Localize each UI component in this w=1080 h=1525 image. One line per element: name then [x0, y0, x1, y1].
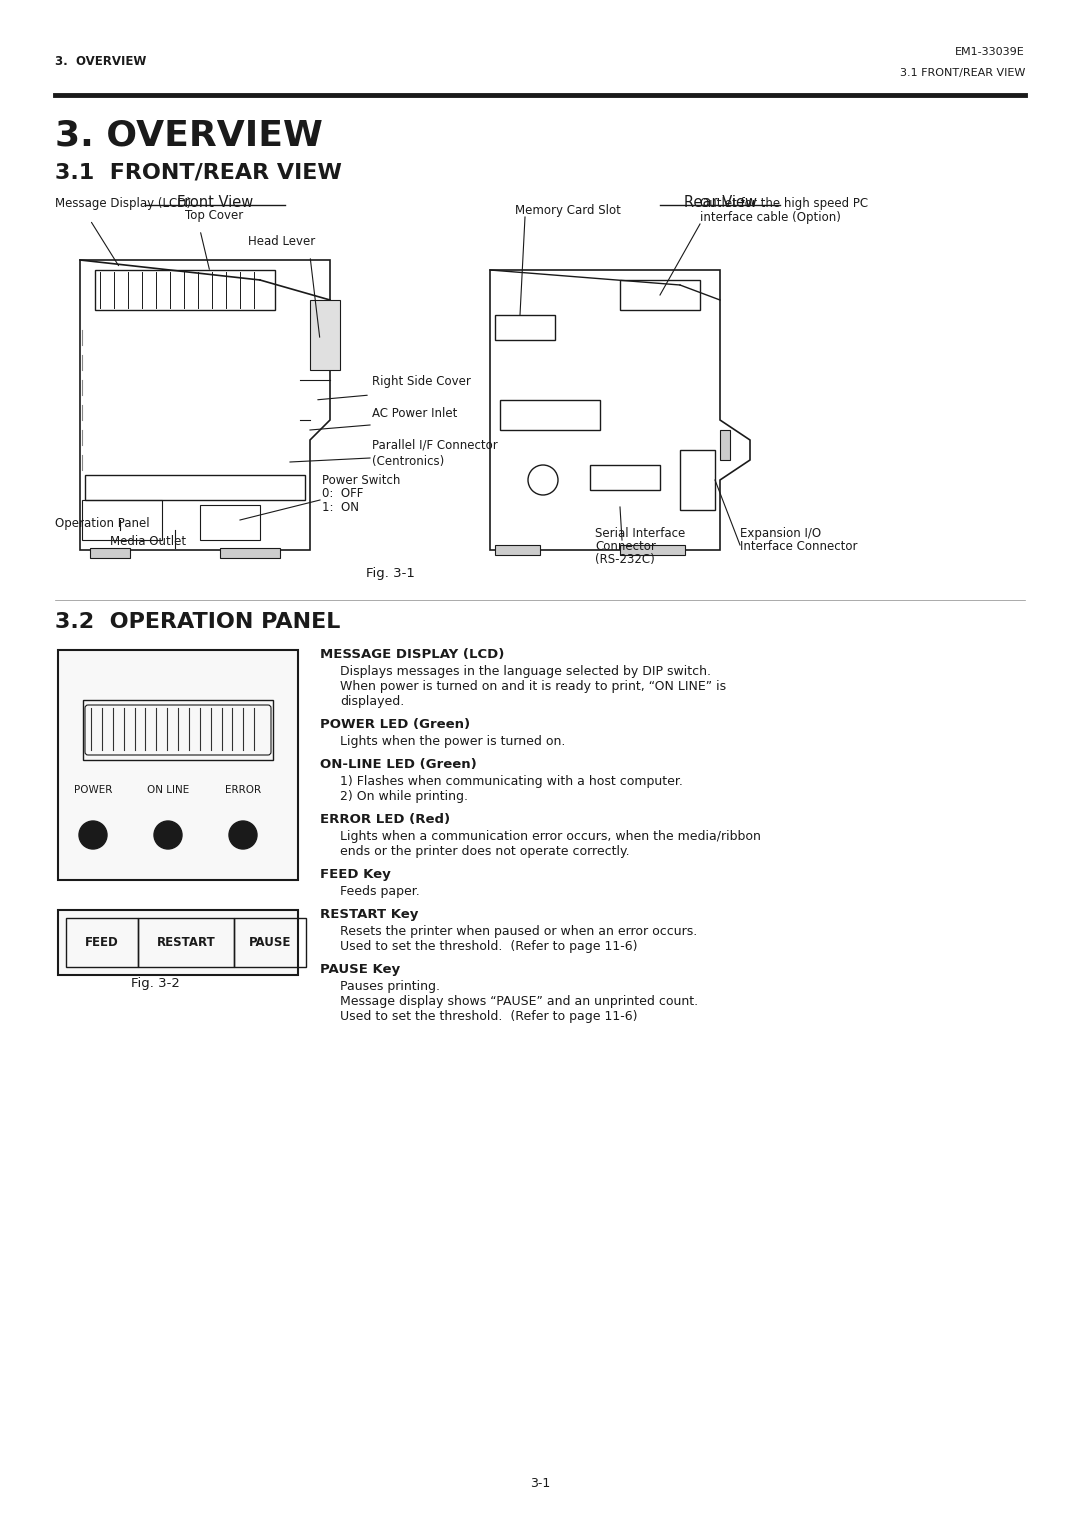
Text: Message display shows “PAUSE” and an unprinted count.: Message display shows “PAUSE” and an unp… — [340, 994, 698, 1008]
Text: ERROR LED (Red): ERROR LED (Red) — [320, 813, 450, 827]
Bar — [95, 270, 275, 310]
Text: Operation Panel: Operation Panel — [55, 517, 150, 531]
Text: 3.  OVERVIEW: 3. OVERVIEW — [55, 55, 147, 69]
Text: 3. OVERVIEW: 3. OVERVIEW — [55, 117, 323, 152]
Circle shape — [79, 820, 107, 849]
Text: Memory Card Slot: Memory Card Slot — [515, 204, 621, 217]
Text: Used to set the threshold.  (Refer to page 11-6): Used to set the threshold. (Refer to pag… — [340, 1010, 637, 1023]
Text: Interface Connector: Interface Connector — [740, 540, 858, 554]
Text: 3.1 FRONT/REAR VIEW: 3.1 FRONT/REAR VIEW — [900, 69, 1025, 78]
Text: interface cable (Option): interface cable (Option) — [700, 210, 841, 224]
Text: FEED Key: FEED Key — [320, 868, 391, 881]
Text: Message Display (LCD): Message Display (LCD) — [55, 197, 191, 210]
Bar — [66, 918, 138, 967]
Text: Serial Interface: Serial Interface — [595, 528, 685, 540]
Bar — [720, 430, 730, 461]
Bar — [590, 465, 660, 490]
Text: PAUSE Key: PAUSE Key — [320, 962, 400, 976]
Bar — [620, 544, 685, 555]
Text: RESTART: RESTART — [157, 936, 215, 949]
Bar — [82, 500, 162, 540]
Text: FEED: FEED — [85, 936, 119, 949]
Text: 3.1  FRONT/REAR VIEW: 3.1 FRONT/REAR VIEW — [55, 162, 342, 181]
Text: Displays messages in the language selected by DIP switch.: Displays messages in the language select… — [340, 665, 711, 679]
Bar — [500, 400, 600, 430]
Bar — [58, 910, 298, 974]
Text: 3.2  OPERATION PANEL: 3.2 OPERATION PANEL — [55, 612, 340, 631]
Bar — [83, 700, 273, 759]
Bar — [200, 505, 260, 540]
Text: EM1-33039E: EM1-33039E — [955, 47, 1025, 56]
Text: Rear View: Rear View — [684, 195, 756, 210]
Circle shape — [229, 820, 257, 849]
Bar — [310, 300, 340, 371]
Bar — [680, 450, 715, 509]
Text: Pauses printing.: Pauses printing. — [340, 981, 440, 993]
Text: When power is turned on and it is ready to print, “ON LINE” is: When power is turned on and it is ready … — [340, 680, 726, 692]
Text: Feeds paper.: Feeds paper. — [340, 884, 420, 898]
Circle shape — [154, 820, 183, 849]
Text: Right Side Cover: Right Side Cover — [372, 375, 471, 387]
Text: Power Switch: Power Switch — [322, 474, 401, 486]
Text: 3-1: 3-1 — [530, 1478, 550, 1490]
Text: ERROR: ERROR — [225, 785, 261, 795]
Text: (Centronics): (Centronics) — [372, 454, 444, 468]
Text: Resets the printer when paused or when an error occurs.: Resets the printer when paused or when a… — [340, 926, 698, 938]
Text: Outlet for the high speed PC: Outlet for the high speed PC — [700, 197, 868, 210]
Bar — [495, 316, 555, 340]
Bar — [58, 650, 298, 880]
Text: MESSAGE DISPLAY (LCD): MESSAGE DISPLAY (LCD) — [320, 648, 504, 660]
Text: Used to set the threshold.  (Refer to page 11-6): Used to set the threshold. (Refer to pag… — [340, 939, 637, 953]
Text: AC Power Inlet: AC Power Inlet — [372, 407, 457, 419]
Bar — [620, 281, 700, 310]
Text: Top Cover: Top Cover — [185, 209, 243, 223]
Bar — [495, 544, 540, 555]
Text: Lights when a communication error occurs, when the media/ribbon: Lights when a communication error occurs… — [340, 830, 761, 843]
Text: Fig. 3-1: Fig. 3-1 — [365, 567, 415, 580]
Text: Expansion I/O: Expansion I/O — [740, 528, 821, 540]
Bar — [90, 547, 130, 558]
Text: RESTART Key: RESTART Key — [320, 907, 418, 921]
Text: 1) Flashes when communicating with a host computer.: 1) Flashes when communicating with a hos… — [340, 775, 683, 788]
Text: Fig. 3-2: Fig. 3-2 — [131, 978, 179, 990]
Bar — [85, 474, 305, 500]
Bar — [138, 918, 234, 967]
Text: 2) On while printing.: 2) On while printing. — [340, 790, 468, 804]
Text: Lights when the power is turned on.: Lights when the power is turned on. — [340, 735, 565, 747]
Text: Media Outlet: Media Outlet — [110, 535, 186, 547]
Text: Parallel I/F Connector: Parallel I/F Connector — [372, 439, 498, 451]
Text: ends or the printer does not operate correctly.: ends or the printer does not operate cor… — [340, 845, 630, 859]
Text: displayed.: displayed. — [340, 695, 404, 708]
Text: PAUSE: PAUSE — [248, 936, 292, 949]
Text: ON-LINE LED (Green): ON-LINE LED (Green) — [320, 758, 476, 772]
Text: ON LINE: ON LINE — [147, 785, 189, 795]
Bar — [220, 547, 280, 558]
Text: (RS-232C): (RS-232C) — [595, 554, 654, 566]
Text: POWER: POWER — [73, 785, 112, 795]
Text: POWER LED (Green): POWER LED (Green) — [320, 718, 470, 730]
Text: Connector: Connector — [595, 540, 656, 554]
Bar — [234, 918, 306, 967]
Text: 1:  ON: 1: ON — [322, 502, 359, 514]
Text: Head Lever: Head Lever — [248, 235, 315, 249]
Text: Front View: Front View — [177, 195, 253, 210]
Text: 0:  OFF: 0: OFF — [322, 486, 363, 500]
